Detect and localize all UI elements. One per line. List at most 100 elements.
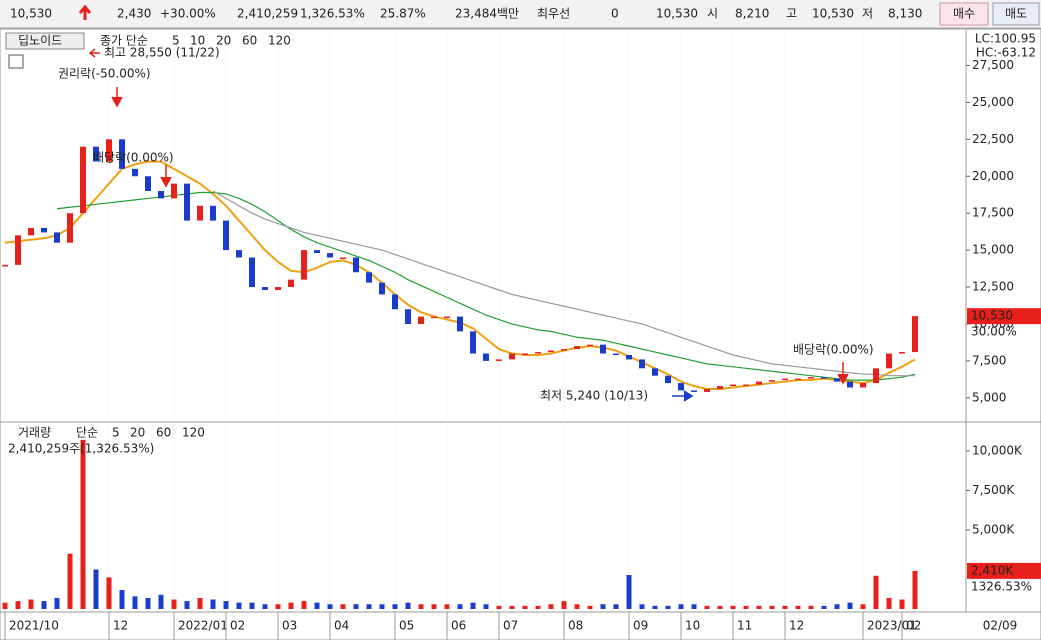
candle [197, 205, 203, 221]
y-tick-label: 27,500 [972, 58, 1014, 72]
table-icon[interactable] [8, 54, 24, 69]
volume-bar [769, 605, 775, 609]
candle [587, 344, 593, 347]
volume-bar [847, 602, 853, 609]
x-tick-label: 09 [633, 619, 648, 633]
candle [210, 205, 216, 221]
candle [314, 250, 320, 254]
candle [54, 232, 60, 243]
candle [483, 353, 489, 361]
candle [93, 146, 99, 162]
x-tick-label: 05 [399, 619, 414, 633]
arrow [672, 390, 694, 402]
lc-label: LC:100.95 [975, 32, 1036, 46]
price-tag-pct: 30.00% [971, 325, 1017, 339]
volume-bar [353, 604, 359, 609]
volume-bar [730, 605, 736, 609]
volume-bar [860, 604, 866, 609]
volume-bar [535, 605, 541, 609]
volume-bar [600, 604, 606, 609]
volume-bar [236, 602, 242, 609]
volume-bar [262, 604, 268, 609]
volume-tag-pct: 1326.53% [971, 579, 1032, 593]
volume-bar [691, 604, 697, 609]
y-tick-label: 20,000 [972, 169, 1014, 183]
legend-item: 20 [130, 426, 145, 440]
volume-bar [678, 604, 684, 609]
legend-item: 60 [242, 34, 257, 48]
x-tick-label: 12 [789, 619, 804, 633]
candle [912, 316, 918, 353]
volume-bar [821, 605, 827, 609]
y-tick-label: 7,500 [972, 353, 1006, 367]
arrow [160, 165, 172, 188]
volume-bar [834, 604, 840, 609]
volume-bar [249, 602, 255, 609]
legend-item: 10 [190, 34, 205, 48]
candle [886, 353, 892, 369]
quote-best-value: 0 [611, 7, 619, 21]
stock-name[interactable]: 딥노이드 [18, 34, 62, 48]
quote-change: 2,430 [117, 7, 151, 21]
y-tick-label: 7,500K [972, 483, 1015, 497]
buy-button[interactable] [939, 2, 989, 26]
volume-bar [119, 590, 125, 609]
volume-bar [873, 575, 879, 609]
x-tick-label: 12 [113, 619, 128, 633]
annotation: 배당락(0.00%) [93, 151, 174, 165]
x-tick-label: 2022/01 [178, 619, 228, 633]
candle [366, 272, 372, 283]
candle [522, 353, 528, 356]
volume-bar [301, 601, 307, 609]
volume-bar [912, 570, 918, 609]
x-tick-label: 2021/10 [9, 619, 59, 633]
candle [171, 183, 177, 199]
y-tick-label: 25,000 [972, 95, 1014, 109]
candle [678, 383, 684, 391]
quote-volume: 2,410,259 [237, 7, 298, 21]
volume-bar [366, 604, 372, 609]
candle [119, 139, 125, 169]
quote-low-label: 저 [862, 7, 873, 21]
volume-bar [80, 439, 86, 609]
arrow [111, 87, 123, 108]
sell-button-label[interactable]: 매도 [1005, 7, 1027, 21]
volume-bar [522, 605, 528, 609]
x-tick-label: 10 [685, 619, 700, 633]
volume-bar [145, 597, 151, 609]
annotation: 권리락(-50.00%) [58, 67, 151, 81]
volume-bar [782, 605, 788, 609]
candle [379, 282, 385, 295]
volume-bar [106, 577, 112, 609]
up-arrow-icon [78, 4, 92, 20]
volume-bar [483, 604, 489, 609]
candle [106, 139, 112, 162]
volume-bar [405, 602, 411, 609]
sell-button[interactable] [992, 2, 1040, 26]
candle [756, 381, 762, 385]
volume-bar [418, 604, 424, 609]
buy-button-label[interactable]: 매수 [953, 7, 975, 21]
candle [652, 368, 658, 376]
volume-bar [756, 605, 762, 609]
volume-bar [496, 605, 502, 609]
volume-bar [561, 601, 567, 609]
candle [847, 381, 853, 388]
candle [249, 257, 255, 288]
volume-bar [886, 597, 892, 609]
quote-open: 8,210 [735, 7, 769, 21]
candle [769, 380, 775, 382]
volume-bar [457, 604, 463, 609]
candle [262, 287, 268, 290]
candle [496, 359, 502, 361]
volume-bar [28, 599, 34, 609]
stock-name-box[interactable] [5, 32, 85, 50]
quote-ask: 10,530 [656, 7, 698, 21]
candle [639, 359, 645, 369]
volume-bar [509, 605, 515, 609]
candle [15, 235, 21, 265]
annotation: 최저 5,240 (10/13) [540, 389, 648, 403]
moving-average-line [56, 191, 916, 381]
candle [834, 378, 840, 382]
volume-tag [967, 562, 1041, 579]
